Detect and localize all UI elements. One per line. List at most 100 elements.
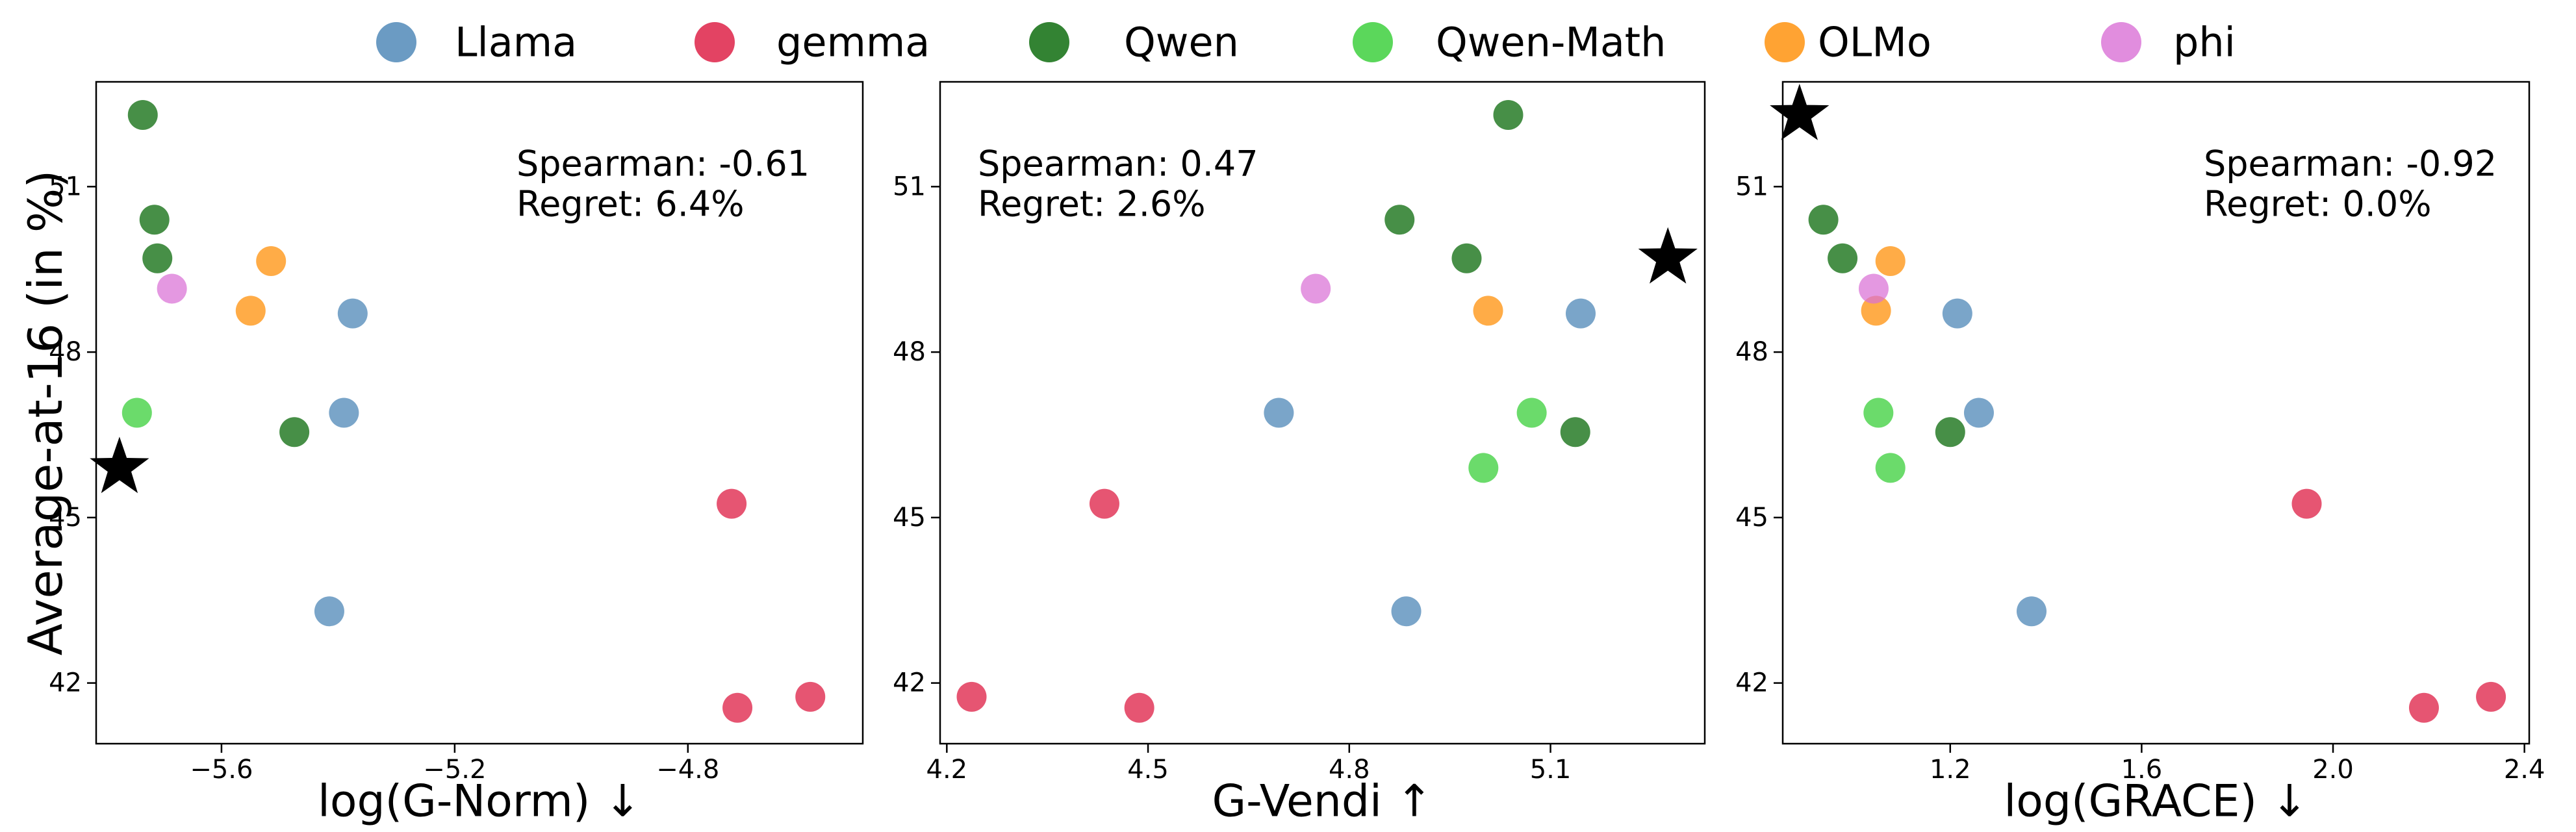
point-gemma <box>956 681 987 712</box>
x-tick-label: −5.6 <box>190 755 253 785</box>
x-axis-label: log(G-Norm) ↓ <box>318 776 641 827</box>
selected-star-marker <box>1770 84 1830 140</box>
point-qwen <box>1451 243 1482 273</box>
x-axis-label: G-Vendi ↑ <box>1212 776 1433 827</box>
legend-marker <box>695 22 735 62</box>
point-llama <box>314 596 344 627</box>
plot-frame <box>1781 81 2531 745</box>
legend-item-qwen: Qwen <box>1029 19 1239 66</box>
point-olmo <box>256 246 287 276</box>
point-qwen <box>1384 205 1415 235</box>
y-tick-label: 51 <box>1735 171 1768 201</box>
point-gemma <box>2291 488 2322 519</box>
legend-label: phi <box>2173 19 2236 66</box>
x-tick-label: 4.2 <box>926 755 968 785</box>
selected-star-marker <box>90 436 149 494</box>
point-llama <box>1942 298 1972 329</box>
point-qwen <box>1493 99 1524 130</box>
spearman-annotation: Spearman: 0.47 <box>978 144 1258 184</box>
y-tick-label: 42 <box>893 668 926 698</box>
point-qwen <box>1560 417 1590 448</box>
y-tick-label: 48 <box>49 337 82 367</box>
point-llama <box>1391 596 1422 627</box>
plot-frame <box>95 81 864 745</box>
y-tick-label: 42 <box>1735 668 1768 698</box>
y-tick-label: 45 <box>49 503 82 533</box>
y-tick-label: 48 <box>893 337 926 367</box>
legend-label: Llama <box>455 19 577 66</box>
plot-frame <box>939 81 1706 745</box>
point-qwen <box>1808 205 1839 235</box>
legend-label: gemma <box>776 19 930 66</box>
legend-item-olmo: OLMo <box>1765 19 1932 66</box>
point-qwen <box>139 205 170 235</box>
point-qwen <box>142 243 173 273</box>
point-olmo <box>235 296 266 326</box>
point-gemma <box>2408 692 2439 723</box>
point-olmo <box>1861 296 1891 326</box>
point-llama <box>1565 298 1596 329</box>
y-tick-label: 45 <box>1735 503 1768 533</box>
point-llama <box>1963 397 1994 428</box>
point-gemma <box>722 692 753 723</box>
panels: −5.6 −5.2 −4.8 42 45 48 51 log(G-Norm) ↓ Average… <box>18 81 2545 827</box>
legend-marker <box>1353 22 1393 62</box>
regret-annotation: Regret: 6.4% <box>516 184 745 225</box>
point-qwen-math <box>1875 453 1906 483</box>
legend-marker <box>2101 22 2141 62</box>
point-gemma <box>795 681 826 712</box>
point-qwen-math <box>1468 453 1499 483</box>
legend-marker <box>1765 22 1805 62</box>
point-qwen <box>1935 417 1965 448</box>
y-tick-label: 45 <box>893 503 926 533</box>
legend-marker <box>1029 22 1069 62</box>
legend-label: OLMo <box>1818 19 1932 66</box>
y-tick-label: 42 <box>49 668 82 698</box>
x-tick-label: 1.6 <box>2121 755 2163 785</box>
x-tick-label: 2.0 <box>2312 755 2354 785</box>
x-tick-label: 1.2 <box>1930 755 1971 785</box>
y-tick-label: 51 <box>49 171 82 201</box>
point-qwen-math <box>1516 397 1547 428</box>
x-axis-label: log(GRACE) ↓ <box>2004 776 2308 827</box>
y-tick-label: 51 <box>893 171 926 201</box>
point-qwen <box>1828 243 1858 273</box>
point-llama <box>337 298 368 329</box>
spearman-annotation: Spearman: -0.92 <box>2204 144 2497 184</box>
legend-item-llama: Llama <box>376 19 577 66</box>
legend-label: Qwen <box>1124 19 1239 66</box>
point-qwen <box>279 417 310 448</box>
spearman-annotation: Spearman: -0.61 <box>516 144 810 184</box>
legend: Llama gemma Qwen Qwen-Math OLMo phi <box>376 19 2236 66</box>
panel-1: −5.6 −5.2 −4.8 42 45 48 51 log(G-Norm) ↓ Average… <box>18 81 864 827</box>
x-tick-label: 5.1 <box>1530 755 1572 785</box>
x-tick-label: 2.4 <box>2504 755 2545 785</box>
point-llama <box>1264 397 1294 428</box>
panel-3: 1.2 1.6 2.0 2.4 42 45 48 51 log(GRACE) ↓ Spearman… <box>1735 81 2545 827</box>
legend-item-phi: phi <box>2101 19 2236 66</box>
regret-annotation: Regret: 2.6% <box>978 184 1206 225</box>
selected-star-marker <box>1638 227 1698 284</box>
legend-label: Qwen-Math <box>1436 19 1666 66</box>
y-tick-label: 48 <box>1735 337 1768 367</box>
point-phi <box>157 273 187 304</box>
point-qwen-math <box>1863 397 1894 428</box>
point-gemma <box>1124 692 1154 723</box>
panel-2: 4.2 4.5 4.8 5.1 42 45 48 51 G-Vendi ↑ Spearman: 0… <box>893 81 1706 827</box>
point-gemma <box>2476 681 2506 712</box>
point-phi <box>1301 273 1331 304</box>
x-tick-label: 4.8 <box>1329 755 1370 785</box>
regret-annotation: Regret: 0.0% <box>2204 184 2432 225</box>
legend-marker <box>376 22 416 62</box>
point-phi <box>1858 273 1889 304</box>
legend-item-gemma: gemma <box>695 19 930 66</box>
point-gemma <box>1089 488 1119 519</box>
point-qwen <box>127 99 158 130</box>
x-tick-label: −4.8 <box>656 755 719 785</box>
point-qwen-math <box>121 397 152 428</box>
point-llama <box>2017 596 2047 627</box>
x-tick-label: 4.5 <box>1127 755 1169 785</box>
x-tick-label: −5.2 <box>423 755 486 785</box>
legend-item-qwen-math: Qwen-Math <box>1353 19 1666 66</box>
